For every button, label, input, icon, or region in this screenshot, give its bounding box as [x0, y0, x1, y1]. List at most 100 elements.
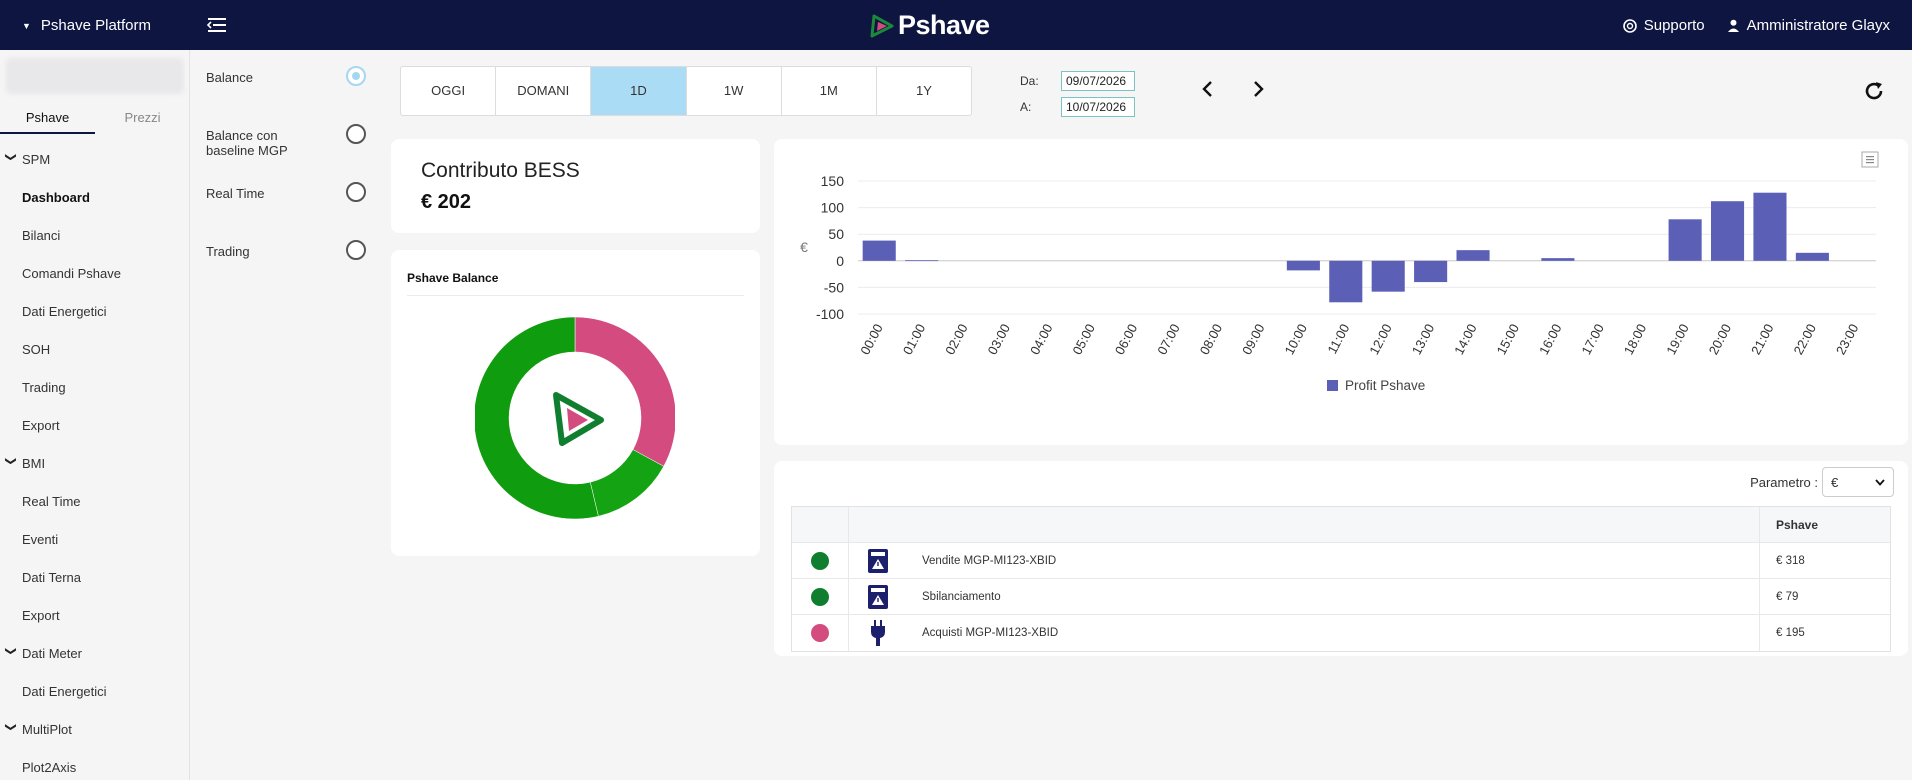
profit-bar-chart: 150 100 50 0 -50 -100 €00:00 01:00 02:00 03:00 04:…: [800, 151, 1879, 393]
brand-logo-icon: [870, 14, 894, 37]
bar-13:00[interactable]: [1414, 260, 1448, 283]
period-button-1y[interactable]: 1Y: [915, 83, 932, 98]
bar-22:00[interactable]: [1795, 252, 1829, 261]
sidebar-item-label: Dashboard: [22, 189, 90, 205]
support-link[interactable]: Supporto: [1622, 17, 1705, 34]
y-tick-label: -50: [824, 279, 844, 295]
x-tick-label: 21:00: [1748, 321, 1777, 357]
sidebar-item-label: SOH: [22, 341, 51, 357]
x-tick-label: 11:00: [1324, 321, 1352, 356]
bess-contribution-card: Contributo BESS € 202: [391, 139, 760, 233]
option-radio[interactable]: [346, 66, 366, 86]
tab-pshave[interactable]: Pshave: [0, 100, 95, 134]
sidebar-item-comandi-pshave[interactable]: Comandi Pshave: [0, 254, 190, 292]
sidebar-item-dashboard[interactable]: Dashboard: [0, 178, 190, 216]
sidebar-item-soh[interactable]: SOH: [0, 330, 190, 368]
option-radio[interactable]: [346, 124, 366, 144]
sidebar-item-trading[interactable]: Trading: [0, 368, 190, 406]
option-balance: Balance: [206, 66, 366, 128]
sidebar-item-label: Plot2Axis: [22, 759, 77, 775]
bar-14:00[interactable]: [1456, 250, 1490, 261]
header-cell-status: [792, 507, 849, 542]
chevron-left-icon[interactable]: [1200, 80, 1216, 98]
chevron-down-icon: ❯: [4, 646, 17, 656]
sidebar-group-bmi[interactable]: ❯ BMI: [0, 444, 190, 482]
row-value: € 318: [1776, 554, 1805, 567]
balance-donut-chart: [475, 316, 675, 520]
period-button-1m[interactable]: 1M: [782, 67, 877, 115]
sidebar-group-multiplot[interactable]: ❯ MultiPlot: [0, 710, 190, 748]
x-tick-label: 07:00: [1154, 321, 1183, 357]
status-dot: [811, 624, 829, 642]
imbalance-tower-icon: [849, 579, 906, 614]
sidebar-item-eventi[interactable]: Eventi: [0, 520, 190, 558]
support-icon: [1622, 18, 1637, 33]
menu-toggle-icon[interactable]: [206, 14, 228, 36]
caret-down-icon: ▼: [22, 20, 31, 31]
refresh-icon[interactable]: [1862, 79, 1886, 103]
sidebar-item-dati-energetici[interactable]: Dati Energetici: [0, 672, 190, 710]
x-tick-label: 16:00: [1536, 321, 1565, 357]
period-button-oggi[interactable]: OGGI: [401, 67, 497, 115]
sidebar-item-label: Comandi Pshave: [22, 265, 121, 281]
option-label: Balance: [206, 70, 253, 85]
bar-01:00[interactable]: [905, 260, 939, 262]
x-tick-label: 12:00: [1366, 321, 1395, 357]
user-avatar-placeholder: [6, 58, 184, 94]
chart-menu-icon[interactable]: [1861, 151, 1879, 168]
from-date-label: Da:: [1020, 74, 1039, 88]
option-label: Trading: [206, 244, 250, 259]
donut-slice-2[interactable]: [475, 316, 599, 520]
sidebar-item-export[interactable]: Export: [0, 406, 190, 444]
chevron-down-icon: ❯: [4, 152, 17, 162]
row-label: Vendite MGP-MI123-XBID: [906, 543, 1760, 578]
sidebar-item-plot2axis[interactable]: Plot2Axis: [0, 748, 190, 780]
bar-12:00[interactable]: [1371, 260, 1405, 292]
chevron-right-icon[interactable]: [1250, 80, 1266, 98]
sidebar-item-label: Trading: [22, 379, 66, 395]
user-icon: [1727, 19, 1739, 32]
chevron-down-icon: ❯: [4, 456, 17, 466]
from-date-input[interactable]: 09/07/2026: [1061, 71, 1135, 91]
bar-21:00[interactable]: [1753, 192, 1787, 261]
bar-16:00[interactable]: [1541, 258, 1575, 261]
platform-switcher[interactable]: ▼ Pshave Platform: [22, 17, 151, 34]
period-button-domani[interactable]: DOMANI: [496, 67, 592, 115]
bar-10:00[interactable]: [1286, 260, 1320, 271]
sidebar-item-real-time[interactable]: Real Time: [0, 482, 190, 520]
bar-20:00[interactable]: [1710, 201, 1745, 261]
bess-title: Contributo BESS: [421, 159, 580, 182]
option-radio[interactable]: [346, 240, 366, 260]
sidebar-group-dati-meter[interactable]: ❯ Dati Meter: [0, 634, 190, 672]
option-radio[interactable]: [346, 182, 366, 202]
sidebar-item-bilanci[interactable]: Bilanci: [0, 216, 190, 254]
x-tick-label: 06:00: [1112, 321, 1141, 357]
status-cell: [792, 579, 849, 614]
to-date-input[interactable]: 10/07/2026: [1061, 97, 1135, 117]
sidebar: Pshave Prezzi ❯ SPM Dashboard Bilanci Comand…: [0, 50, 190, 780]
parameter-select[interactable]: €: [1822, 467, 1894, 497]
donut-slice-0[interactable]: [574, 316, 675, 467]
legend-label[interactable]: Profit Pshave: [1345, 378, 1425, 393]
bar-11:00[interactable]: [1329, 260, 1363, 303]
period-selector: OGGI DOMANI 1D 1W 1M 1Y: [400, 66, 972, 116]
period-button-1w[interactable]: 1W: [687, 67, 782, 115]
status-cell: [792, 543, 849, 578]
sidebar-item-label: Dati Energetici: [22, 683, 107, 699]
tab-prezzi[interactable]: Prezzi: [124, 110, 161, 125]
sidebar-menu: ❯ SPM Dashboard Bilanci Comandi Pshave Dati E…: [0, 140, 190, 780]
period-button-1d[interactable]: 1D: [591, 67, 687, 115]
sidebar-item-dati-energetici[interactable]: Dati Energetici: [0, 292, 190, 330]
bar-00:00[interactable]: [862, 240, 896, 261]
sidebar-item-dati-terna[interactable]: Dati Terna: [0, 558, 190, 596]
sidebar-item-label: Dati Meter: [22, 645, 82, 661]
bar-19:00[interactable]: [1668, 219, 1702, 261]
sidebar-item-export[interactable]: Export: [0, 596, 190, 634]
x-tick-label: 02:00: [942, 321, 971, 357]
sidebar-group-spm[interactable]: ❯ SPM: [0, 140, 190, 178]
status-dot: [811, 551, 829, 570]
user-menu[interactable]: Amministratore Glayx: [1727, 17, 1890, 34]
profit-chart-card: 150 100 50 0 -50 -100 €00:00 01:00 02:00 03:00 04:…: [774, 139, 1908, 445]
legend-swatch: [1327, 380, 1338, 391]
balance-donut-card: Pshave Balance: [391, 250, 760, 556]
